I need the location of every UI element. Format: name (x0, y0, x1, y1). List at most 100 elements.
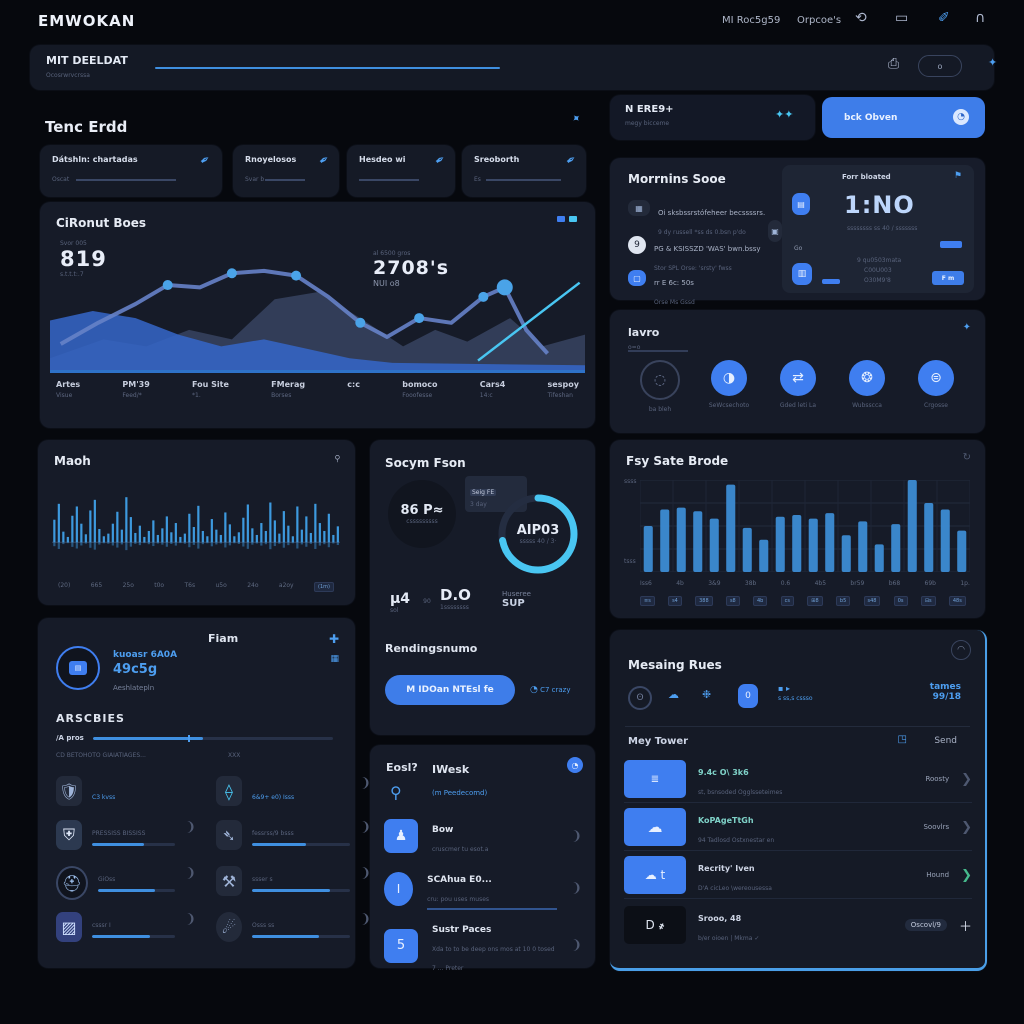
monitor-icon[interactable]: ▭ (895, 10, 909, 26)
nav-link-2[interactable]: Orpcoe's (797, 15, 842, 26)
fsy-chip[interactable]: s48 (863, 596, 881, 606)
pen-icon[interactable]: ✒ (196, 151, 214, 169)
send-icon[interactable]: ◳ (897, 734, 907, 745)
avatar[interactable]: ▤ (56, 646, 100, 690)
mornins-item[interactable]: ▦ Oi sksbssrstófeheer becssssrs. 9 dy rus… (628, 200, 765, 238)
stat-2-label: al 6500 gros (373, 250, 411, 257)
search-icon[interactable]: ⌕ (329, 449, 346, 466)
eosio-item[interactable]: ♟ Bow cruscmer tu esot.a ❩ (384, 817, 582, 855)
fsy-chip[interactable]: ≡s (640, 596, 655, 606)
fsy-chip[interactable]: 388 (695, 596, 713, 606)
spark-icon[interactable]: ✦ (988, 56, 998, 69)
alien-icon[interactable]: ʘ (628, 686, 652, 710)
score-circle-value: 86 P≈ (400, 503, 444, 518)
fsy-chip[interactable]: cs (780, 596, 794, 606)
erse-subtitle: megy bicceme (625, 120, 670, 127)
fsy-chip[interactable]: 4b (753, 596, 768, 606)
flam-grid-item[interactable]: ⛨ PRESSISS BISSISS ❩ (56, 820, 196, 850)
help-icon[interactable]: ◠ (951, 640, 971, 660)
nav-link-1[interactable]: MI Roc5g59 (722, 15, 781, 26)
panel-button-label: F m (941, 274, 955, 282)
pin-icon[interactable]: ✦ (962, 322, 971, 333)
panel-button[interactable]: F m (932, 271, 964, 285)
erse-card[interactable]: N ERE9+ megy bicceme ✦✦ (610, 95, 815, 140)
mornins-item[interactable]: ▢ rr E 6c: 50s Orse Ms Gssd (628, 270, 695, 308)
march-chart (52, 476, 340, 568)
mini-card-2[interactable]: Rnoyelosos ✒ Svar b (233, 145, 339, 197)
fsy-chip[interactable]: s8 (725, 596, 740, 606)
x-sub: Feed/* (122, 392, 142, 399)
eosio-item[interactable]: Ⅰ SCAhua E0... cru: pou uses muses ❩ (384, 867, 582, 910)
flam-grid-item[interactable]: ☄ Osss ss ❩ (216, 912, 371, 942)
socym-button[interactable]: M IDOan NTEsl fe (385, 675, 515, 705)
pen-icon[interactable]: ✐ (938, 10, 950, 26)
refresh-icon[interactable]: ↻ (962, 452, 971, 463)
flam-grid-item[interactable]: ▨ csssr I ❩ (56, 912, 196, 942)
doc-icon[interactable]: ▥ (792, 263, 812, 285)
paw-icon[interactable]: ❉ (702, 688, 712, 701)
primary-cta-button[interactable]: bck Obven ◔ (822, 97, 985, 138)
section-title: Tenc Erdd (45, 118, 128, 136)
mini-card-4[interactable]: Sreoborth ✒ Es (462, 145, 586, 197)
flag-icon[interactable]: ⚑ (953, 171, 962, 181)
flam-grid-item[interactable]: ⛑ GiOss ❩ (56, 866, 196, 900)
pawn-icon: ♟ (384, 819, 418, 853)
message-row[interactable]: ☁ t Recrity' Iven D'A cicLeo \wereousessa… (624, 852, 972, 899)
eosio-link[interactable]: (m Peedecomd) (432, 789, 488, 797)
flam-bar1-label: /A pros (56, 734, 84, 742)
flam-grid-item[interactable]: ➴ fessrss/9 bsss ❩ (216, 820, 371, 850)
message-title: KoPAgeTtGh (698, 816, 754, 825)
lavro-item[interactable]: ⇄ Gded leti La (766, 360, 830, 413)
eosio-item-sub: Xda to to be deep ons mos at 10 0 tosed … (432, 946, 555, 972)
fsy-chip[interactable]: s4 (668, 596, 682, 606)
avatar-icon: ▤ (69, 661, 87, 675)
cloud-icon[interactable]: ☁ (668, 688, 679, 701)
refresh-icon[interactable]: ⟲ (855, 10, 867, 26)
fsy-label: Iss6 (640, 580, 652, 587)
lavro-item[interactable]: ❂ Wubsscca (835, 360, 899, 413)
flam-grid-item[interactable]: ⟠ 6&9+ e0) Isss ❩ (216, 776, 371, 806)
fsy-chip[interactable]: 0s (893, 596, 908, 606)
panel-go: Go (794, 245, 803, 252)
card-icon: ▤ (792, 193, 810, 215)
x-label: sespoy (547, 380, 579, 389)
march-tick-chip[interactable]: (1m) (314, 582, 334, 592)
flam-progress-1[interactable] (93, 737, 333, 740)
headset-icon[interactable]: ∩ (975, 10, 986, 26)
lavro-item[interactable]: ⊜ Crgosse (904, 360, 968, 413)
fsy-chip[interactable]: 48s (948, 596, 966, 606)
march-tick: 24o (247, 582, 259, 589)
pen-icon[interactable]: ✒ (562, 151, 580, 169)
flam-grid-item[interactable]: 🛡 C3 kvss (56, 776, 191, 806)
panel-title: Forr bloated (842, 173, 891, 181)
pen-icon[interactable]: ✒ (431, 151, 449, 169)
socym-stat-3: Huseree SUP (502, 590, 531, 609)
flam-grid-item[interactable]: ⚒ ssser s ❩ (216, 866, 371, 896)
printer-icon[interactable]: ⎙ (888, 56, 900, 72)
mini-button[interactable] (940, 241, 962, 248)
badge-zero-icon[interactable]: 0 (738, 684, 758, 708)
legend-chips[interactable] (557, 216, 577, 222)
grid-icon[interactable]: ▦ (330, 654, 339, 664)
eosio-item[interactable]: 5 Sustr Paces Xda to to be deep ons mos a… (384, 917, 582, 974)
stats-icon[interactable]: ✚ (328, 632, 339, 646)
send-label[interactable]: Send (934, 736, 957, 746)
search-underline-input[interactable] (155, 67, 500, 69)
divider (625, 726, 970, 727)
mornins-item[interactable]: 9 PG & KSISSZD 'WAS' bwn.bssy Stor SPL Or… (628, 236, 761, 274)
lavro-item[interactable]: ◌ ba bleh (628, 360, 692, 413)
pen-icon[interactable]: ✒ (315, 151, 333, 169)
message-row[interactable]: ≣ 9.4c O\ 3k6 st, bsnsoded Ogglsseteimes … (624, 756, 972, 803)
mini-card-1[interactable]: Dátshln: chartadas ✒ Oscat (40, 145, 222, 197)
message-row[interactable]: Ⅾ ҂ Srooo, 48 b/er oioen | Mkma ✓ Oscovl/… (624, 902, 972, 948)
fsy-chip[interactable]: ⊞8 (807, 596, 823, 606)
mini-card-3[interactable]: Hesdeo wi ✒ (347, 145, 455, 197)
counter-pill[interactable]: o (918, 55, 962, 77)
lavro-item[interactable]: ◑ SeWcsechoto (697, 360, 761, 413)
fsy-chip[interactable]: b5 (835, 596, 851, 606)
message-row[interactable]: ☁ KoPAgeTtGh 94 Tadlosd Ostxnestar en Soo… (624, 804, 972, 851)
socym-side-note[interactable]: ◔ C7 crazy (530, 685, 571, 695)
globe-icon[interactable]: ◔ (567, 757, 583, 773)
fsy-chip[interactable]: ⊟s (920, 596, 936, 606)
mornins-item-sub: Orse Ms Gssd (654, 299, 695, 306)
